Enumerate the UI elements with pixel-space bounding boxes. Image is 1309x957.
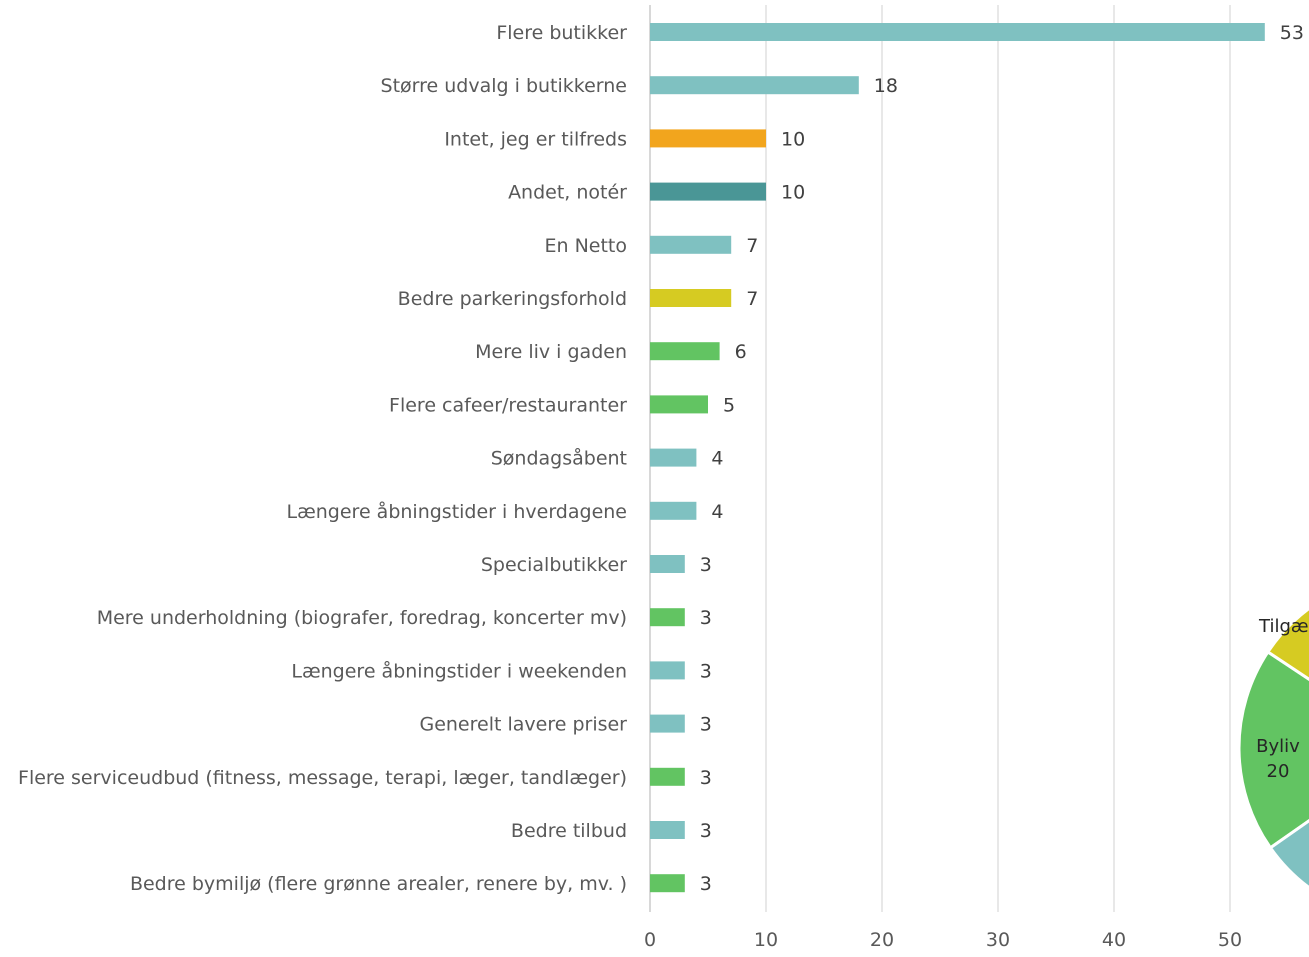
bar xyxy=(650,235,732,254)
value-label: 6 xyxy=(735,341,747,363)
category-label: Længere åbningstider i weekenden xyxy=(291,659,627,682)
pie-slice xyxy=(1265,606,1309,681)
category-label: Mere liv i gaden xyxy=(475,341,627,363)
category-label: Mere underholdning (biografer, foredrag,… xyxy=(97,607,627,629)
bar-series xyxy=(650,23,1265,893)
value-label: 53 xyxy=(1280,22,1304,44)
value-label: 3 xyxy=(700,873,712,895)
value-label: 5 xyxy=(723,394,735,416)
grid-lines xyxy=(649,5,1231,912)
x-tick-label: 10 xyxy=(754,929,778,951)
bar xyxy=(650,874,685,893)
value-label: 3 xyxy=(700,660,712,682)
value-label: 3 xyxy=(700,554,712,576)
value-label: 4 xyxy=(711,448,723,470)
pie-slice xyxy=(1268,818,1309,890)
pie-slice-value: 20 xyxy=(1267,761,1290,782)
value-labels: 53 18 10 10 7 7 6 5 4 4 3 3 3 3 3 3 3 xyxy=(700,22,1304,895)
bar xyxy=(650,714,685,733)
x-tick-label: 40 xyxy=(1102,929,1126,951)
bar xyxy=(650,448,697,467)
category-label: Andet, notér xyxy=(508,182,627,204)
bar xyxy=(650,821,685,839)
x-tick-label: 50 xyxy=(1218,929,1242,951)
bar xyxy=(650,342,720,361)
value-label: 10 xyxy=(781,182,805,204)
value-label: 7 xyxy=(746,288,758,310)
category-label: Bedre parkeringsforhold xyxy=(398,288,627,310)
pie-slice-label: Byliv xyxy=(1256,736,1300,757)
category-label: Bedre bymiljø (flere grønne arealer, ren… xyxy=(130,873,627,895)
bar xyxy=(650,555,685,573)
value-label: 10 xyxy=(781,128,805,150)
bar xyxy=(650,661,685,680)
pie-slice-label: Tilgæ xyxy=(1258,616,1309,637)
value-label: 7 xyxy=(746,235,758,257)
category-label: Intet, jeg er tilfreds xyxy=(444,128,627,150)
value-label: 3 xyxy=(700,820,712,842)
category-label: Flere butikker xyxy=(496,22,627,44)
category-label: Generelt lavere priser xyxy=(419,714,627,736)
category-label: Flere serviceudbud (fitness, message, te… xyxy=(18,767,627,789)
value-label: 3 xyxy=(700,714,712,736)
x-tick-label: 0 xyxy=(644,929,656,951)
bar xyxy=(650,395,708,414)
value-label: 4 xyxy=(711,501,723,523)
x-tick-label: 30 xyxy=(986,929,1010,951)
bar xyxy=(650,23,1265,41)
value-label: 3 xyxy=(700,607,712,629)
x-axis-ticks: 0 10 20 30 40 50 xyxy=(644,929,1242,951)
bar xyxy=(650,289,732,307)
category-label: Specialbutikker xyxy=(481,554,627,576)
bar xyxy=(650,182,766,201)
pie-chart: Byliv 20 Tilgæ xyxy=(1237,606,1309,890)
bar xyxy=(650,129,766,148)
category-labels: Flere butikker Større udvalg i butikkerne… xyxy=(18,22,627,895)
category-label: En Netto xyxy=(544,235,627,257)
category-label: Bedre tilbud xyxy=(511,820,627,842)
bar xyxy=(650,608,685,627)
category-label: Søndagsåbent xyxy=(491,447,627,470)
x-tick-label: 20 xyxy=(870,929,894,951)
value-label: 18 xyxy=(874,75,898,97)
category-label: Flere cafeer/restauranter xyxy=(389,394,627,416)
value-label: 3 xyxy=(700,767,712,789)
category-label: Længere åbningstider i hverdagene xyxy=(287,500,627,523)
bar xyxy=(650,767,685,786)
bar xyxy=(650,501,697,520)
category-label: Større udvalg i butikkerne xyxy=(381,75,627,97)
bar xyxy=(650,76,859,95)
pie-slice xyxy=(1237,649,1309,850)
